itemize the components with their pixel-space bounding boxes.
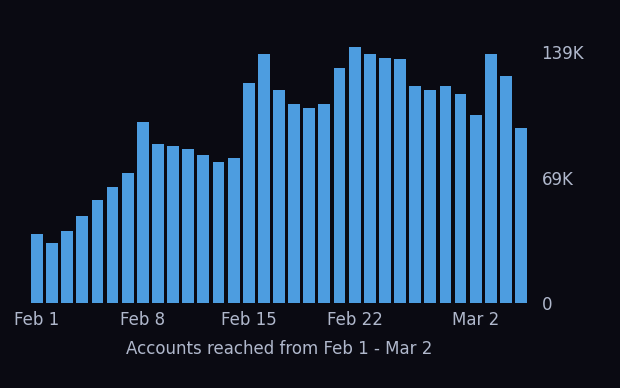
Bar bbox=[152, 144, 164, 303]
Bar bbox=[515, 128, 527, 303]
Bar bbox=[137, 122, 149, 303]
Bar bbox=[122, 173, 133, 303]
Bar bbox=[243, 83, 255, 303]
X-axis label: Accounts reached from Feb 1 - Mar 2: Accounts reached from Feb 1 - Mar 2 bbox=[126, 340, 432, 358]
Bar bbox=[470, 115, 482, 303]
Bar bbox=[319, 104, 330, 303]
Bar bbox=[107, 187, 118, 303]
Bar bbox=[182, 149, 194, 303]
Bar bbox=[197, 155, 209, 303]
Bar bbox=[167, 146, 179, 303]
Bar bbox=[409, 87, 421, 303]
Bar bbox=[258, 54, 270, 303]
Bar bbox=[379, 57, 391, 303]
Bar bbox=[334, 68, 345, 303]
Bar bbox=[349, 47, 361, 303]
Bar bbox=[31, 234, 43, 303]
Bar bbox=[440, 87, 451, 303]
Bar bbox=[228, 158, 239, 303]
Bar bbox=[92, 200, 104, 303]
Bar bbox=[288, 104, 300, 303]
Bar bbox=[46, 243, 58, 303]
Bar bbox=[213, 162, 224, 303]
Bar bbox=[61, 230, 73, 303]
Bar bbox=[454, 94, 466, 303]
Bar bbox=[394, 59, 406, 303]
Bar bbox=[303, 108, 315, 303]
Bar bbox=[485, 54, 497, 303]
Bar bbox=[500, 76, 512, 303]
Bar bbox=[273, 90, 285, 303]
Bar bbox=[364, 54, 376, 303]
Bar bbox=[425, 90, 436, 303]
Bar bbox=[76, 216, 88, 303]
